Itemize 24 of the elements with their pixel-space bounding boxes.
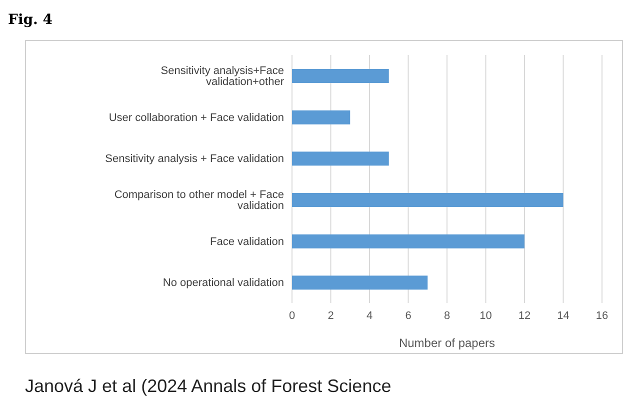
x-tick-label: 10: [480, 310, 492, 322]
bar: [292, 110, 350, 124]
y-tick-label: Face validation: [210, 236, 284, 248]
x-tick-label: 8: [444, 310, 450, 322]
x-axis-title: Number of papers: [398, 336, 496, 350]
x-tick-label: 2: [328, 310, 334, 322]
y-tick-label: No operational validation: [162, 277, 284, 290]
text: Fig. 4: [8, 12, 53, 28]
bar: [292, 276, 428, 290]
text: Janová J et al (2024 Annals of Forest Science: [25, 376, 392, 397]
x-tick-label: 4: [366, 310, 373, 322]
y-tick-label: User collaboration + Face validation: [108, 112, 284, 124]
x-tick-label: 0: [288, 310, 296, 322]
bar: [292, 193, 564, 207]
x-tick-label: 16: [596, 310, 608, 322]
bar: [292, 234, 524, 248]
y-tick-label: Sensitivity analysis + Face validation: [105, 153, 284, 166]
x-tick-label: 12: [518, 310, 531, 322]
x-tick-label: 14: [557, 310, 570, 322]
bar: [292, 69, 389, 83]
y-tick-label: Comparison to other model + Face validation: [114, 189, 284, 212]
x-tick-label: 6: [405, 310, 412, 322]
bar: [292, 152, 389, 166]
y-tick-label: Sensitivity analysis+Face validation+other: [160, 65, 284, 88]
